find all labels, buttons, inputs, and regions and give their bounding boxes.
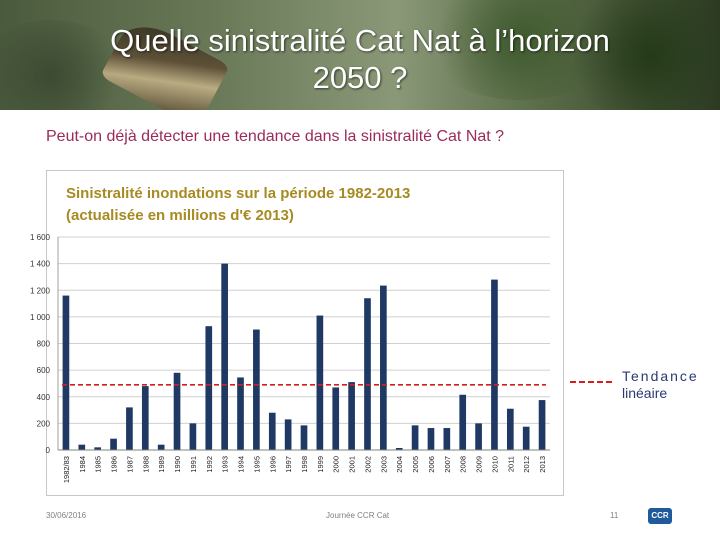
bar <box>253 329 260 450</box>
trend-legend-line <box>570 381 612 383</box>
x-tick-label: 2000 <box>332 456 341 473</box>
bar <box>110 438 117 450</box>
x-tick-label: 2009 <box>475 456 484 473</box>
bar <box>364 298 371 450</box>
x-tick-label: 2003 <box>379 456 388 473</box>
bar <box>475 423 482 450</box>
bar <box>380 285 387 450</box>
slide-title-line2: 2050 ? <box>312 60 408 95</box>
footer-date: 30/06/2016 <box>46 511 87 520</box>
y-tick-label: 800 <box>37 340 51 349</box>
bar <box>316 315 324 450</box>
trend-legend-word2: linéaire <box>622 385 668 401</box>
x-tick-label: 2002 <box>363 456 372 473</box>
bar <box>205 326 213 450</box>
x-tick-label: 2013 <box>538 456 547 473</box>
bar <box>284 419 292 450</box>
chart-title: Sinistralité inondations sur la période … <box>66 183 410 227</box>
chart-title-line2: (actualisée en millions d'€ 2013) <box>66 207 294 224</box>
bar <box>459 394 467 450</box>
y-tick-label: 1 200 <box>30 286 51 295</box>
x-tick-label: 1988 <box>141 456 150 473</box>
y-tick-label: 200 <box>37 419 51 428</box>
footer-event: Journée CCR Cat <box>326 511 390 520</box>
bar <box>411 425 419 450</box>
x-tick-label: 2007 <box>443 456 452 473</box>
x-tick-label: 1992 <box>205 456 214 473</box>
bar <box>332 387 340 450</box>
x-tick-label: 1987 <box>125 456 134 473</box>
bar <box>268 412 276 450</box>
x-tick-label: 1994 <box>237 456 246 473</box>
x-tick-label: 1985 <box>94 456 103 473</box>
bar <box>427 428 435 450</box>
header-banner: Quelle sinistralité Cat Nat à l’horizon … <box>0 0 720 110</box>
bar <box>126 407 133 450</box>
bar <box>348 382 355 450</box>
trend-legend-word1: Tendance <box>622 368 699 384</box>
bar <box>173 372 181 450</box>
x-tick-label: 1999 <box>316 456 325 473</box>
ccr-logo: CCR <box>648 508 672 524</box>
x-tick-label: 1995 <box>252 456 261 473</box>
y-tick-label: 0 <box>46 446 51 455</box>
bar <box>221 263 228 450</box>
x-tick-label: 1993 <box>221 456 230 473</box>
x-tick-label: 1996 <box>268 456 277 473</box>
x-tick-label: 2006 <box>427 456 436 473</box>
bar <box>443 428 451 450</box>
x-tick-label: 2001 <box>348 456 357 473</box>
chart-title-line1: Sinistralité inondations sur la période … <box>66 185 411 202</box>
x-tick-label: 1997 <box>284 456 293 473</box>
x-tick-label: 1982/83 <box>62 456 71 483</box>
bar <box>189 423 197 450</box>
x-tick-label: 2004 <box>395 456 404 473</box>
bar <box>62 295 70 450</box>
bar <box>78 444 86 450</box>
y-tick-label: 1 600 <box>30 233 51 242</box>
y-tick-label: 1 400 <box>30 260 51 269</box>
x-tick-label: 1990 <box>173 456 182 473</box>
slide-title-line1: Quelle sinistralité Cat Nat à l’horizon <box>110 23 610 58</box>
bar <box>491 279 498 450</box>
x-tick-label: 2010 <box>490 456 499 473</box>
bar <box>506 408 514 450</box>
bar <box>538 400 546 450</box>
slide-subtitle: Peut-on déjà détecter une tendance dans … <box>46 128 505 145</box>
bar <box>300 425 308 450</box>
x-tick-label: 2008 <box>459 456 468 473</box>
slide-title: Quelle sinistralité Cat Nat à l’horizon … <box>0 22 720 96</box>
x-tick-label: 1986 <box>110 456 119 473</box>
bar <box>94 447 102 450</box>
x-tick-label: 2012 <box>522 456 531 473</box>
bar <box>395 448 403 450</box>
x-tick-label: 2011 <box>506 456 515 472</box>
x-tick-label: 2005 <box>411 456 420 473</box>
x-tick-label: 1989 <box>157 456 166 473</box>
bar <box>157 444 165 450</box>
bar <box>237 377 244 450</box>
x-tick-label: 1991 <box>189 456 198 473</box>
y-tick-label: 400 <box>37 393 51 402</box>
x-tick-label: 1998 <box>300 456 309 473</box>
bar <box>141 386 149 450</box>
y-tick-label: 600 <box>37 366 51 375</box>
x-tick-label: 1984 <box>78 456 87 473</box>
y-tick-label: 1 000 <box>30 313 51 322</box>
footer-page-number: 11 <box>610 511 619 520</box>
bar <box>522 426 530 450</box>
foliage-decoration <box>560 0 720 110</box>
